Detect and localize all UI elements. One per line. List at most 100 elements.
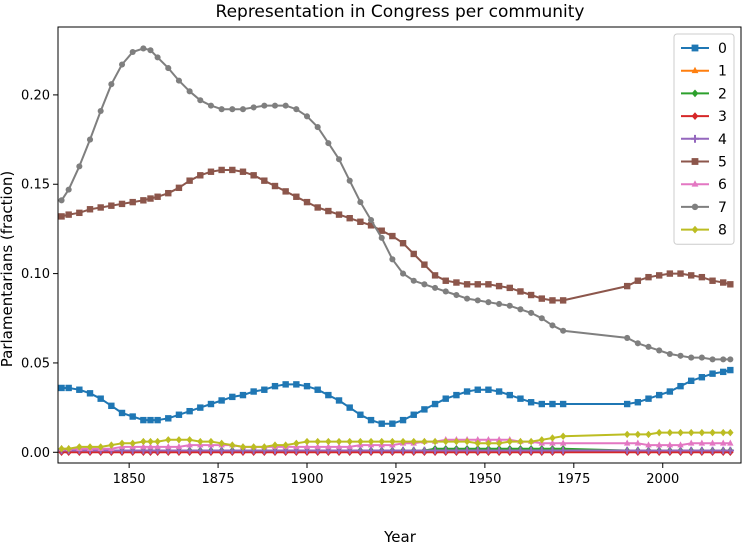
data-point-8 (76, 443, 83, 451)
legend-item: 2 (681, 86, 727, 102)
data-point-6 (154, 443, 161, 450)
data-point-6 (623, 439, 631, 446)
data-point-0 (218, 397, 225, 404)
data-point-7 (97, 107, 104, 115)
data-point-4 (726, 446, 735, 455)
data-point-6 (186, 441, 193, 448)
data-point-6 (549, 439, 556, 446)
data-point-5 (346, 214, 353, 222)
data-point-4 (196, 446, 204, 455)
data-point-8 (271, 441, 279, 449)
data-point-0 (720, 368, 727, 376)
legend-marker (691, 112, 699, 120)
data-point-4 (474, 446, 482, 455)
data-point-8 (197, 437, 204, 446)
data-point-5 (463, 281, 471, 288)
data-point-4 (399, 446, 407, 455)
data-point-7 (86, 136, 94, 143)
x-tick-label: 1975 (557, 472, 590, 487)
data-point-7 (368, 216, 375, 224)
data-point-8 (165, 436, 172, 444)
data-point-8 (250, 443, 257, 451)
data-point-4 (207, 446, 215, 455)
data-point-5 (485, 281, 492, 288)
data-point-6 (698, 439, 706, 446)
data-point-8 (527, 437, 535, 446)
data-point-5 (442, 277, 449, 284)
data-point-0 (389, 420, 396, 427)
data-point-7 (389, 256, 396, 263)
data-point-5 (709, 277, 716, 284)
plot-area-frame (57, 26, 742, 464)
data-point-7 (197, 97, 204, 104)
data-point-4 (420, 446, 429, 455)
y-axis-label: Parlamentarians (fraction) (0, 171, 16, 367)
data-point-5 (175, 184, 183, 192)
data-point-0 (97, 395, 104, 402)
data-point-8 (367, 437, 375, 446)
data-point-8 (346, 437, 353, 446)
data-point-8 (538, 436, 545, 444)
x-tick-label: 1950 (468, 472, 501, 487)
data-point-5 (623, 282, 631, 290)
data-point-5 (645, 273, 652, 281)
data-point-7 (432, 284, 439, 291)
data-point-0 (634, 399, 642, 406)
data-point-4 (719, 446, 727, 455)
data-point-6 (687, 439, 695, 446)
legend-label: 3 (718, 109, 727, 125)
data-point-7 (442, 288, 449, 295)
data-point-8 (453, 437, 460, 446)
data-point-7 (677, 352, 684, 359)
data-point-0 (271, 382, 279, 390)
data-point-8 (261, 443, 268, 451)
data-point-8 (303, 437, 311, 446)
data-point-5 (129, 198, 136, 206)
data-point-7 (154, 54, 161, 61)
data-point-0 (261, 386, 268, 393)
data-point-7 (129, 48, 136, 56)
data-point-5 (271, 182, 279, 190)
data-point-7 (656, 347, 663, 354)
data-point-8 (378, 437, 385, 446)
data-point-7 (218, 106, 225, 113)
data-point-8 (154, 437, 161, 446)
data-point-6 (147, 443, 154, 450)
data-point-8 (399, 437, 407, 446)
data-point-0 (367, 416, 375, 424)
series-0 (58, 366, 734, 427)
data-point-0 (186, 407, 193, 415)
data-point-0 (559, 400, 567, 408)
data-point-6 (175, 443, 183, 450)
data-point-7 (666, 350, 673, 358)
data-point-8 (687, 428, 695, 437)
data-point-8 (314, 437, 321, 446)
data-point-5 (76, 209, 83, 217)
data-point-7 (207, 102, 215, 109)
data-point-7 (271, 102, 279, 109)
data-point-4 (687, 446, 695, 455)
data-point-6 (655, 441, 663, 448)
data-point-7 (346, 177, 353, 184)
data-point-4 (506, 446, 514, 455)
data-point-8 (58, 445, 65, 453)
legend-item: 0 (681, 41, 727, 57)
data-point-6 (485, 435, 492, 443)
data-point-5 (154, 193, 161, 200)
data-point-7 (474, 297, 481, 304)
data-point-7 (229, 106, 236, 113)
data-point-5 (634, 277, 642, 284)
data-point-0 (140, 416, 147, 424)
data-point-0 (431, 400, 439, 408)
data-point-0 (495, 388, 503, 395)
data-point-7 (293, 106, 300, 113)
data-point-0 (207, 400, 215, 408)
data-point-8 (463, 437, 471, 446)
data-point-5 (549, 297, 556, 304)
x-tick-label: 1850 (113, 472, 146, 487)
data-point-4 (559, 446, 567, 455)
data-point-7 (634, 340, 641, 347)
data-point-7 (538, 315, 545, 322)
data-point-7 (624, 334, 631, 341)
